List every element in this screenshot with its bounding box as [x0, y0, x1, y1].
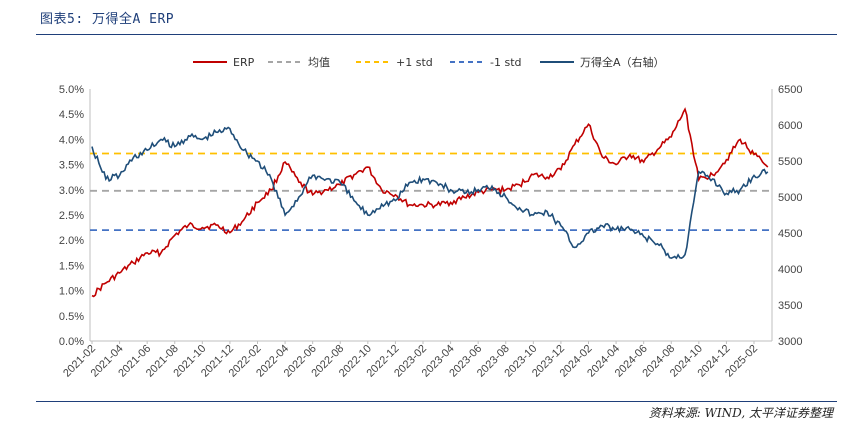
bottom-rule — [36, 401, 837, 402]
left-tick-label: 1.0% — [59, 286, 84, 298]
chart-axes: 0.0% 0.5% 1.0% 1.5% 2.0% 2.5% 3.0% 3.5% 4.0% 4.5%… — [59, 84, 803, 380]
figure-title: 图表5: 万得全A ERP — [40, 12, 175, 27]
erp-chart: ERP 均值 +1 std -1 std 万得全A（右轴） 0.0% 0.5% 1.0% 1.… — [59, 55, 803, 380]
right-tick-label: 5500 — [778, 156, 802, 168]
left-tick-label: 5.0% — [59, 84, 84, 96]
right-tick-label: 4000 — [778, 264, 802, 276]
legend-label: -1 std — [490, 56, 522, 69]
left-tick-label: 3.0% — [59, 185, 84, 197]
left-tick-label: 2.5% — [59, 210, 84, 222]
right-tick-label: 5000 — [778, 192, 802, 204]
left-tick-label: 3.5% — [59, 160, 84, 172]
left-tick-label: 0.5% — [59, 311, 84, 323]
left-tick-label: 4.0% — [59, 134, 84, 146]
right-tick-label: 3000 — [778, 336, 802, 348]
right-tick-label: 6500 — [778, 84, 802, 96]
right-tick-label: 4500 — [778, 228, 802, 240]
legend-label: +1 std — [396, 56, 433, 69]
legend-label: ERP — [233, 56, 255, 69]
chart-plot-area — [90, 107, 772, 298]
right-tick-label: 6000 — [778, 120, 802, 132]
right-tick-label: 3500 — [778, 300, 802, 312]
source-note: 资料来源: WIND, 太平洋证券整理 — [648, 406, 833, 420]
chart-legend: ERP 均值 +1 std -1 std 万得全A（右轴） — [193, 55, 665, 69]
left-tick-label: 2.0% — [59, 235, 84, 247]
legend-label: 万得全A（右轴） — [580, 55, 665, 69]
legend-label: 均值 — [308, 56, 330, 69]
left-tick-label: 1.5% — [59, 260, 84, 272]
left-tick-label: 0.0% — [59, 336, 84, 348]
erp-line — [91, 107, 769, 298]
top-rule — [36, 34, 837, 35]
index-line — [91, 126, 769, 260]
left-tick-label: 4.5% — [59, 109, 84, 121]
